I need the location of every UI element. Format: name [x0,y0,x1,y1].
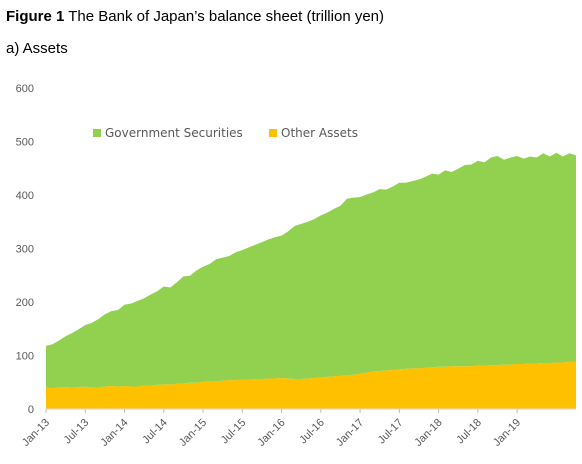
legend-label: Other Assets [281,126,358,140]
x-tick-label: Jul-14 [140,417,170,447]
y-tick-label: 400 [16,190,34,202]
stacked-areas [46,152,576,409]
figure-title: Figure 1 The Bank of Japan’s balance she… [6,8,384,25]
x-tick-label: Jan-19 [491,417,523,449]
legend-swatch-other-assets [269,129,277,137]
legend: Government Securities Other Assets [93,126,358,140]
x-tick-label: Jul-15 [219,417,249,447]
x-tick-label: Jan-18 [412,417,444,449]
chart-subtitle: a) Assets [6,40,68,57]
area-other-assets [46,361,576,409]
area-government-securities [46,152,576,389]
y-tick-label: 100 [16,351,34,363]
x-tick-label: Jan-15 [177,417,209,449]
figure-label: Figure 1 [6,8,65,25]
y-tick-label: 500 [16,137,34,149]
y-tick-label: 300 [16,244,34,256]
x-tick-label: Jan-16 [255,417,287,449]
y-tick-label: 600 [16,83,34,95]
x-tick-label: Jul-16 [297,417,327,447]
figure-title-text: The Bank of Japan’s balance sheet (trill… [68,8,385,25]
legend-label: Government Securities [105,126,243,140]
x-tick-label: Jul-17 [376,417,406,447]
x-tick-label: Jul-13 [62,417,92,447]
x-tick-label: Jan-13 [20,417,52,449]
y-axis: 0 100 200 300 400 500 600 [16,83,34,416]
x-tick-label: Jan-17 [334,417,366,449]
x-axis: Jan-13 Jul-13 Jan-14 Jul-14 Jan-15 Jul-15 Jan-… [20,408,576,449]
y-tick-label: 200 [16,297,34,309]
x-tick-label: Jan-14 [98,417,130,449]
x-tick-label: Jul-18 [454,417,484,447]
legend-swatch-government-securities [93,129,101,137]
y-tick-label: 0 [28,404,34,416]
